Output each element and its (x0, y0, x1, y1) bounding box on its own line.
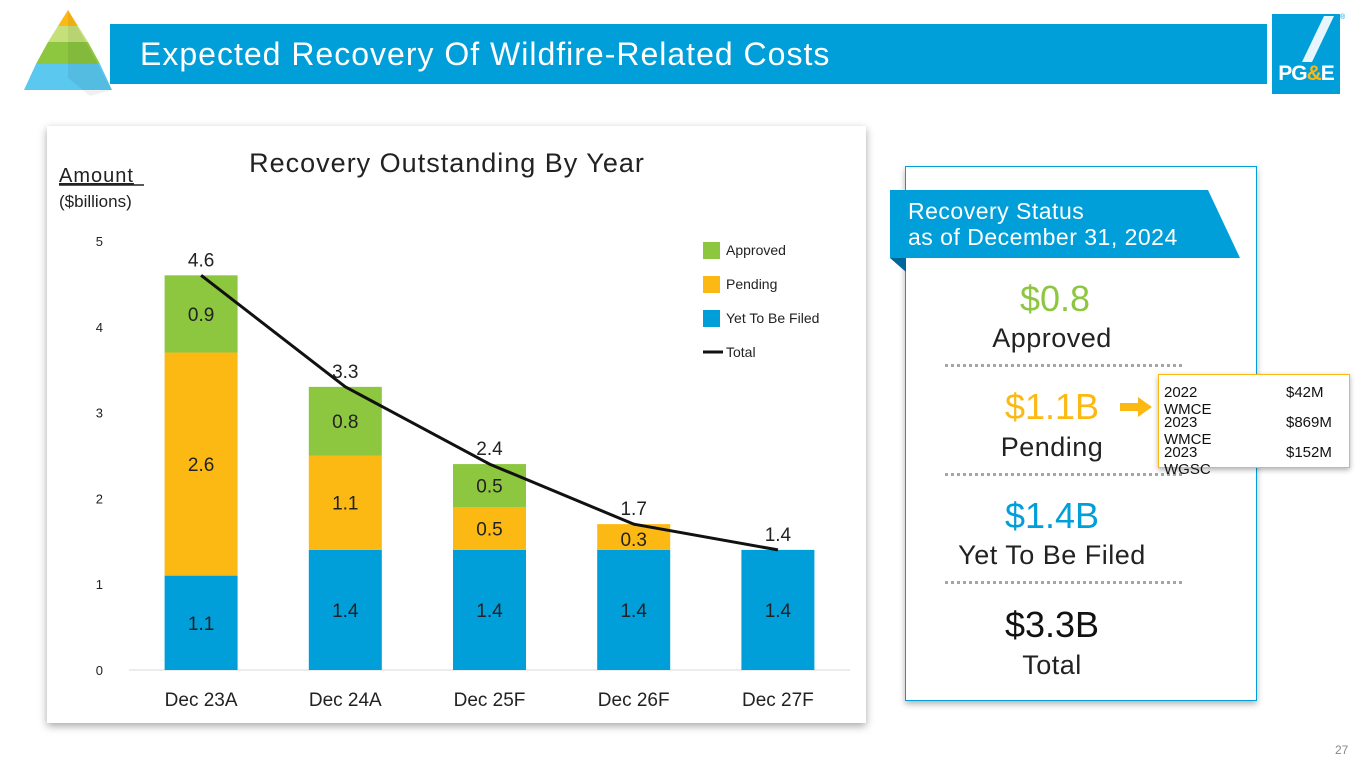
page-number: 27 (1335, 743, 1349, 757)
bar-yet-to-be-filed (164, 575, 238, 670)
pending-item-name: 2022 WMCE (1164, 384, 1212, 418)
pyramid-icon (24, 10, 112, 96)
yet-to-be-filed-value: $1.4B (1004, 495, 1100, 536)
pending-item-amount: $42M (1286, 384, 1324, 401)
x-tick-label: Dec 27F (742, 690, 814, 711)
data-label: 1.1 (188, 614, 214, 635)
y-tick-label: 0 (96, 663, 103, 678)
registered-mark: ® (1340, 14, 1346, 21)
legend-swatch (703, 242, 720, 259)
pending-value: $1.1B (1004, 386, 1100, 427)
data-label: 0.5 (476, 477, 502, 498)
legend-label: Yet To Be Filed (726, 310, 819, 326)
data-label: 1.4 (332, 601, 359, 622)
x-tick-label: Dec 23A (165, 690, 238, 711)
legend-label: Approved (726, 242, 786, 258)
page-title: Expected Recovery Of Wildfire-Related Co… (140, 36, 831, 72)
bar-approved (164, 275, 238, 353)
total-label: Total (1022, 650, 1082, 680)
y-axis-label: Amount (59, 165, 134, 187)
bar-yet-to-be-filed (308, 549, 382, 670)
x-tick-label: Dec 24A (309, 690, 382, 711)
recovery-chart: Recovery Outstanding By Year Amount ($bi… (59, 148, 850, 711)
status-banner-text: Recovery Status as of December 31, 2024 (908, 198, 1178, 250)
title-bar (110, 24, 1267, 84)
legend-swatch (703, 276, 720, 293)
legend-label: Total (726, 344, 756, 360)
pending-label: Pending (1000, 432, 1104, 462)
divider-1 (945, 364, 1182, 367)
y-tick-label: 3 (96, 406, 103, 421)
data-label: 0.9 (188, 305, 214, 326)
pending-breakdown-table: 2022 WMCE $42M 2023 WMCE $869M 2023 WGSC… (1158, 374, 1350, 478)
total-value: $3.3B (1004, 604, 1100, 645)
pending-item-name: 2023 WGSC (1164, 444, 1211, 478)
logo-wordmark: PG&E (1278, 62, 1335, 85)
approved-label: Approved (992, 323, 1112, 353)
bar-yet-to-be-filed (453, 549, 526, 670)
pending-item-name: 2023 WMCE (1164, 414, 1212, 448)
y-axis-units: ($billions) (59, 192, 132, 211)
y-tick-label: 2 (96, 491, 103, 506)
yet-to-be-filed-label: Yet To Be Filed (958, 540, 1146, 570)
y-tick-label: 5 (96, 234, 103, 249)
total-label: 1.4 (765, 525, 792, 546)
x-tick-label: Dec 26F (598, 690, 670, 711)
bar-pending (453, 506, 526, 550)
data-label: 0.5 (476, 519, 502, 540)
bar-yet-to-be-filed (741, 549, 815, 670)
divider-2 (945, 473, 1182, 476)
pending-item-amount: $152M (1286, 444, 1332, 461)
data-label: 1.4 (620, 601, 647, 622)
data-label: 1.1 (332, 494, 358, 515)
bar-yet-to-be-filed (597, 549, 671, 670)
y-tick-label: 1 (96, 577, 103, 592)
total-label: 2.4 (476, 439, 503, 460)
chart-title: Recovery Outstanding By Year (249, 148, 645, 178)
status-banner (890, 190, 1240, 272)
y-tick-label: 4 (96, 320, 103, 335)
total-label: 1.7 (620, 499, 646, 520)
status-banner-line-2: as of December 31, 2024 (908, 224, 1178, 250)
pending-item-amount: $869M (1286, 414, 1332, 431)
legend-label: Pending (726, 276, 777, 292)
data-label: 0.3 (620, 530, 646, 551)
bar-pending (164, 352, 238, 576)
data-label: 2.6 (188, 455, 214, 476)
pge-logo (1272, 14, 1340, 94)
bar-approved (453, 464, 526, 507)
chart-card: Recovery Outstanding By Year Amount ($bi… (47, 126, 866, 723)
data-label: 1.4 (476, 601, 503, 622)
right-arrow-icon (1120, 397, 1152, 417)
data-label: 1.4 (765, 601, 792, 622)
x-tick-label: Dec 25F (454, 690, 526, 711)
total-label: 4.6 (188, 250, 214, 271)
status-banner-line-1: Recovery Status (908, 198, 1085, 224)
total-line (200, 274, 779, 552)
divider-3 (945, 581, 1182, 584)
legend-swatch (703, 310, 720, 327)
logo-bolt-icon (1302, 16, 1334, 62)
total-label: 3.3 (332, 362, 358, 383)
data-label: 0.8 (332, 412, 358, 433)
bar-pending (308, 455, 382, 550)
approved-value: $0.8 (1019, 278, 1091, 319)
